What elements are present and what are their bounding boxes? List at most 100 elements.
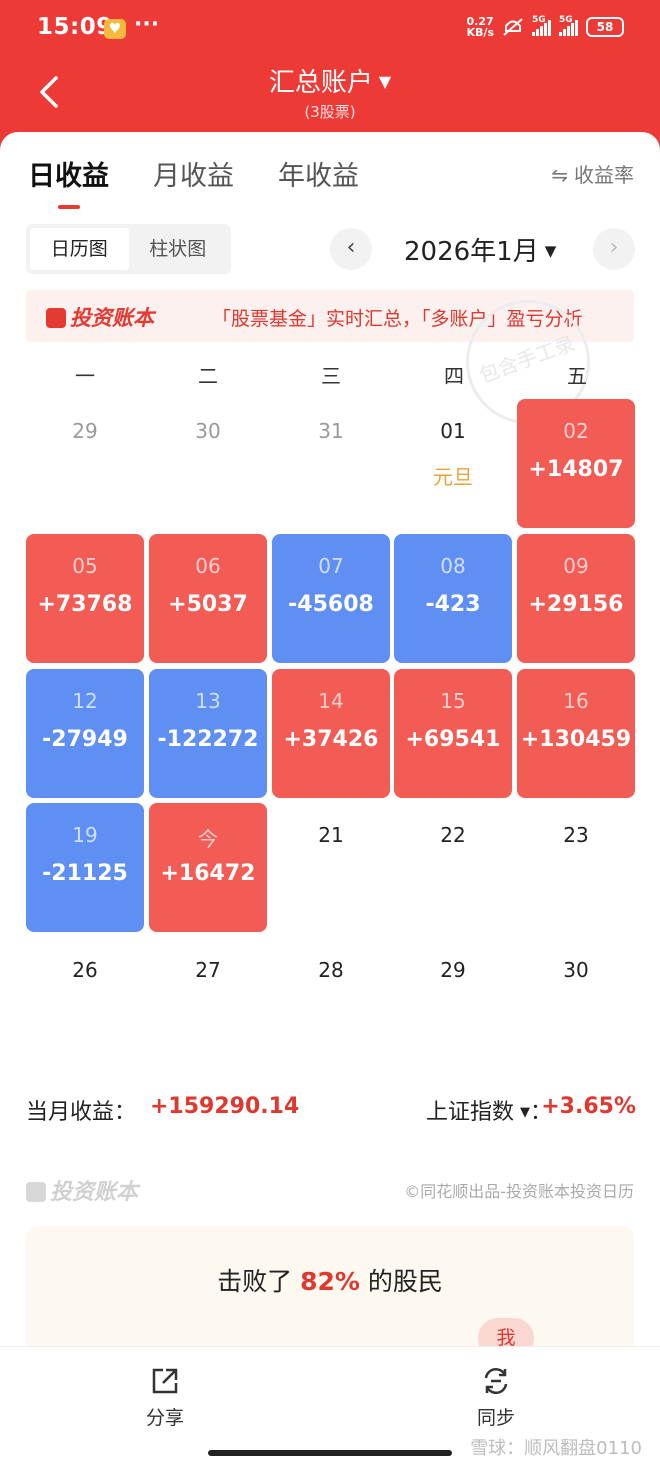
calendar-day-cell[interactable]: 08 -423 bbox=[394, 534, 512, 663]
weekday-label: 二 bbox=[198, 364, 218, 388]
bottom-action-bar: 分享 同步 bbox=[0, 1346, 660, 1467]
brand-logo-icon bbox=[46, 308, 66, 328]
calendar-day-cell[interactable]: 12 -27949 bbox=[26, 669, 144, 798]
weekday-label: 五 bbox=[567, 364, 587, 388]
day-number: 23 bbox=[563, 823, 589, 847]
calendar-day-cell[interactable]: 13 -122272 bbox=[149, 669, 267, 798]
day-profit-value: +130459 bbox=[520, 727, 632, 752]
day-number: 21 bbox=[318, 823, 344, 847]
rate-toggle-button[interactable]: ⇋ 收益率 bbox=[551, 163, 634, 187]
day-profit-value: -122272 bbox=[157, 727, 259, 752]
calendar-day-cell[interactable]: 30 bbox=[517, 938, 635, 1067]
mute-icon bbox=[503, 18, 523, 36]
day-number: 今 bbox=[198, 827, 218, 851]
calendar-day-cell[interactable]: 29 bbox=[26, 399, 144, 528]
ranking-text: 击败了 82% 的股民 bbox=[217, 1267, 443, 1296]
day-profit-value: -45608 bbox=[288, 592, 374, 617]
month-navigator: ‹ 2026年1月 ▼ › bbox=[330, 228, 635, 272]
weekday-header: 一 二 三 四 五 bbox=[26, 360, 636, 390]
day-number: 08 bbox=[440, 554, 466, 578]
day-profit-value: +29156 bbox=[528, 592, 624, 617]
day-number: 14 bbox=[318, 689, 344, 713]
calendar-day-cell[interactable]: 01 元旦 bbox=[394, 399, 512, 528]
calendar-day-cell[interactable]: 05 +73768 bbox=[26, 534, 144, 663]
calendar-day-cell[interactable]: 19 -21125 bbox=[26, 803, 144, 932]
day-number: 31 bbox=[318, 419, 344, 443]
sync-icon bbox=[484, 1368, 508, 1394]
calendar-day-cell[interactable]: 02 +14807 bbox=[517, 399, 635, 528]
battery-icon: 58 bbox=[586, 17, 624, 37]
day-number: 01 bbox=[440, 419, 466, 443]
day-profit-value: +5037 bbox=[168, 592, 248, 617]
weekday-label: 四 bbox=[444, 364, 464, 388]
calendar-day-cell[interactable]: 22 bbox=[394, 803, 512, 932]
switch-arrows-icon: ⇋ bbox=[551, 163, 568, 187]
calendar-day-cell[interactable]: 31 bbox=[272, 399, 390, 528]
day-number: 09 bbox=[563, 554, 589, 578]
calendar-day-cell[interactable]: 21 bbox=[272, 803, 390, 932]
calendar-day-cell[interactable]: 07 -45608 bbox=[272, 534, 390, 663]
day-profit-value: -27949 bbox=[42, 727, 128, 752]
day-number: 15 bbox=[440, 689, 466, 713]
signal-sim1-icon: 5G bbox=[532, 15, 551, 36]
day-number: 19 bbox=[72, 823, 98, 847]
back-arrow-icon[interactable] bbox=[34, 74, 64, 110]
day-number: 22 bbox=[440, 823, 466, 847]
promo-banner[interactable]: 投资账本 「股票基金」实时汇总，「多账户」盈亏分析 bbox=[26, 290, 634, 342]
day-profit-value: -423 bbox=[425, 592, 481, 617]
page-subtitle: (3股票) bbox=[304, 103, 356, 121]
bar-view-button[interactable]: 柱状图 bbox=[149, 238, 207, 260]
day-profit-value: +73768 bbox=[37, 592, 133, 617]
day-number: 29 bbox=[72, 419, 98, 443]
view-toggle: 日历图 柱状图 bbox=[26, 224, 231, 274]
next-month-button[interactable]: › bbox=[593, 228, 635, 270]
signal-sim2-icon: 5G bbox=[559, 15, 578, 36]
caret-down-icon: ▼ bbox=[519, 1105, 530, 1120]
calendar-day-cell[interactable]: 06 +5037 bbox=[149, 534, 267, 663]
footer-brand-logo: 投资账本 bbox=[26, 1174, 138, 1206]
caret-down-icon: ▼ bbox=[378, 72, 392, 91]
calendar-day-cell[interactable]: 29 bbox=[394, 938, 512, 1067]
tab-daily[interactable]: 日收益 bbox=[28, 154, 109, 209]
day-number: 27 bbox=[195, 958, 221, 982]
sync-button[interactable]: 同步 bbox=[446, 1365, 546, 1430]
brand-logo-icon bbox=[26, 1182, 46, 1202]
calendar-day-cell[interactable]: 15 +69541 bbox=[394, 669, 512, 798]
status-bar: 15:09 ♥ ··· 0.27 KB/s 5G 5G 58 bbox=[0, 0, 660, 60]
calendar-day-cell[interactable]: 28 bbox=[272, 938, 390, 1067]
day-number: 06 bbox=[195, 554, 221, 578]
status-time: 15:09 bbox=[37, 14, 113, 40]
network-speed: 0.27 KB/s bbox=[466, 15, 494, 39]
month-summary: 当月收益： +159290.14 上证指数 ▼： +3.65% bbox=[26, 1094, 636, 1128]
day-number: 28 bbox=[318, 958, 344, 982]
day-number: 30 bbox=[563, 958, 589, 982]
day-number: 30 bbox=[195, 419, 221, 443]
share-button[interactable]: 分享 bbox=[115, 1365, 215, 1430]
period-tabs: 日收益 月收益 年收益 bbox=[28, 154, 359, 209]
calendar-day-cell[interactable]: 23 bbox=[517, 803, 635, 932]
home-indicator[interactable] bbox=[208, 1450, 452, 1456]
page-title: 汇总账户 bbox=[268, 68, 373, 98]
brand-logo: 投资账本 bbox=[46, 302, 154, 332]
calendar-day-cell[interactable]: 今 +16472 bbox=[149, 803, 267, 932]
month-profit-value: +159290.14 bbox=[150, 1094, 300, 1119]
calendar-view-button[interactable]: 日历图 bbox=[30, 228, 129, 270]
calendar-day-cell[interactable]: 09 +29156 bbox=[517, 534, 635, 663]
tab-yearly[interactable]: 年收益 bbox=[278, 161, 359, 192]
day-profit-value: +37426 bbox=[283, 727, 379, 752]
calendar-day-cell[interactable]: 14 +37426 bbox=[272, 669, 390, 798]
calendar-day-cell[interactable]: 27 bbox=[149, 938, 267, 1067]
index-selector[interactable]: 上证指数 ▼： bbox=[425, 1100, 552, 1125]
day-number: 05 bbox=[72, 554, 98, 578]
month-selector[interactable]: 2026年1月 ▼ bbox=[404, 231, 556, 268]
month-label: 2026年1月 bbox=[404, 237, 539, 267]
prev-month-button[interactable]: ‹ bbox=[330, 228, 372, 270]
calendar-day-cell[interactable]: 16 +130459 bbox=[517, 669, 635, 798]
calendar-day-cell[interactable]: 26 bbox=[26, 938, 144, 1067]
day-profit-value: +69541 bbox=[405, 727, 501, 752]
calendar-day-cell[interactable]: 30 bbox=[149, 399, 267, 528]
tab-monthly[interactable]: 月收益 bbox=[153, 161, 234, 192]
account-selector[interactable]: 汇总账户 ▼ bbox=[0, 62, 660, 99]
day-number: 02 bbox=[563, 419, 589, 443]
ranking-card: 击败了 82% 的股民 我 bbox=[26, 1226, 634, 1358]
